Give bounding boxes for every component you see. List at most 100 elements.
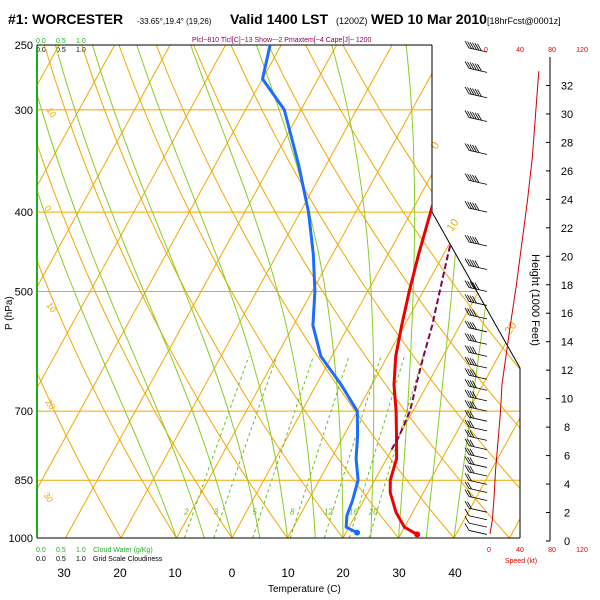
- grid-labels: 2 3 5 8 12 16 20100102030010202503004005007008…: [9, 40, 574, 580]
- wind-barb: [464, 294, 488, 306]
- barb-flag: [469, 41, 475, 50]
- wind-barb: [464, 345, 488, 357]
- cloud-top2-label-1: 0.5: [56, 47, 66, 54]
- mixing-ratio-label: 16: [349, 508, 358, 517]
- barb-flag: [464, 523, 470, 531]
- barb-flag: [472, 88, 477, 96]
- mixing-ratio-line: [213, 356, 278, 538]
- barb-staff: [468, 385, 488, 391]
- barb-flag: [469, 465, 475, 474]
- temperature-tick-label: 10: [281, 566, 295, 580]
- barb-staff: [468, 436, 488, 441]
- barb-flag: [472, 322, 477, 330]
- cloud-bottom-label-2: 1.0: [76, 547, 86, 554]
- height-tick-label: 28: [561, 137, 573, 149]
- barb-staff: [468, 530, 488, 535]
- wind-barb: [464, 61, 488, 73]
- wind-barb: [464, 515, 488, 528]
- utc-time: (1200Z): [336, 16, 368, 26]
- temperature-tick-label: 30: [392, 566, 406, 580]
- barb-flag: [467, 501, 472, 509]
- barb-flag: [467, 143, 472, 152]
- barb-flag: [469, 439, 475, 447]
- barb-flag: [469, 448, 475, 456]
- cloud-bottom-label-0: 0.0: [36, 547, 46, 554]
- barb-staff: [468, 301, 488, 306]
- y2-axis-label: Height (1000 Feet): [529, 254, 541, 346]
- speed-axis-label: Speed (kt): [505, 558, 537, 565]
- barb-flag: [467, 41, 472, 49]
- pressure-tick-label: 400: [15, 207, 33, 219]
- barb-flag: [477, 89, 482, 97]
- barb-staff: [468, 463, 488, 468]
- barb-flag: [467, 173, 472, 182]
- height-tick-label: 24: [561, 194, 573, 206]
- barb-flag: [469, 174, 475, 182]
- chart-subtitle: Plcl~810 Tlcl[C]~13 Show~-2 Pmaxtem[~4 C…: [192, 37, 372, 44]
- gridcloud-label-0: 0.0: [36, 556, 46, 563]
- barb-flag: [472, 174, 477, 183]
- wind-speed-line: [489, 71, 540, 534]
- barb-flag: [474, 237, 480, 245]
- barb-flag: [472, 369, 477, 378]
- forecast-run: [18hrFcst@0001z]: [487, 16, 561, 26]
- barb-staff: [468, 287, 488, 292]
- y-axis-label: P (hPa): [4, 296, 15, 330]
- barb-staff: [468, 396, 488, 402]
- barb-flag: [472, 62, 477, 71]
- barb-staff: [468, 496, 488, 501]
- barb-flag: [464, 280, 470, 288]
- valid-time: Valid 1400 LST: [230, 11, 328, 27]
- wind-barb: [464, 280, 488, 292]
- mixing-ratio-label: 2: [183, 508, 189, 517]
- barb-flag: [464, 200, 470, 209]
- barb-flag: [464, 379, 470, 387]
- barb-flag: [474, 145, 480, 153]
- barb-flag: [467, 294, 472, 303]
- isotherm-label: 0: [42, 203, 53, 213]
- wind-barb: [464, 409, 488, 422]
- isotherm-label: 10: [44, 300, 58, 314]
- wind-barb: [464, 110, 488, 122]
- barb-flag: [464, 399, 470, 408]
- barb-flag: [464, 234, 470, 243]
- barb-flag: [467, 410, 472, 418]
- barb-staff: [468, 117, 488, 122]
- barb-staff: [468, 522, 488, 528]
- dry-adiabat: [342, 45, 520, 538]
- height-tick-label: 18: [561, 280, 573, 292]
- forecast-date: WED 10 Mar 2010: [371, 11, 487, 27]
- barb-flag: [472, 401, 477, 410]
- barb-flag: [472, 309, 477, 317]
- barb-flag: [467, 110, 472, 119]
- moist-adiabat: [91, 45, 261, 538]
- barb-flag: [469, 369, 475, 377]
- barb-flag: [464, 333, 470, 341]
- wind-barb: [464, 489, 488, 501]
- barb-flag: [464, 345, 470, 353]
- barb-flag: [477, 43, 482, 51]
- wind-barb: [464, 307, 488, 320]
- barb-staff: [468, 426, 488, 432]
- dry-adiabat: [193, 45, 510, 538]
- wind-barb: [464, 464, 488, 477]
- height-tick-label: 32: [561, 80, 573, 92]
- barb-flag: [467, 489, 472, 498]
- speed-top-label-0: 0: [484, 47, 488, 54]
- barb-flag: [467, 345, 472, 354]
- wind-barb: [464, 143, 488, 155]
- dry-adiabat: [155, 45, 455, 538]
- barb-staff: [468, 488, 488, 493]
- moist-adiabat: [331, 45, 375, 538]
- barb-flag: [474, 260, 480, 268]
- barb-flag: [472, 236, 477, 244]
- wind-barb: [464, 234, 488, 247]
- temperature-tick-label: 0: [229, 566, 236, 580]
- temperature-tick-label: 10: [168, 566, 182, 580]
- barb-flag: [472, 144, 477, 153]
- isotherm-label: 10: [44, 105, 58, 119]
- dry-adiabat: [305, 45, 520, 538]
- barb-flag: [467, 481, 472, 490]
- wind-barb: [464, 508, 488, 521]
- barb-flag: [467, 357, 472, 365]
